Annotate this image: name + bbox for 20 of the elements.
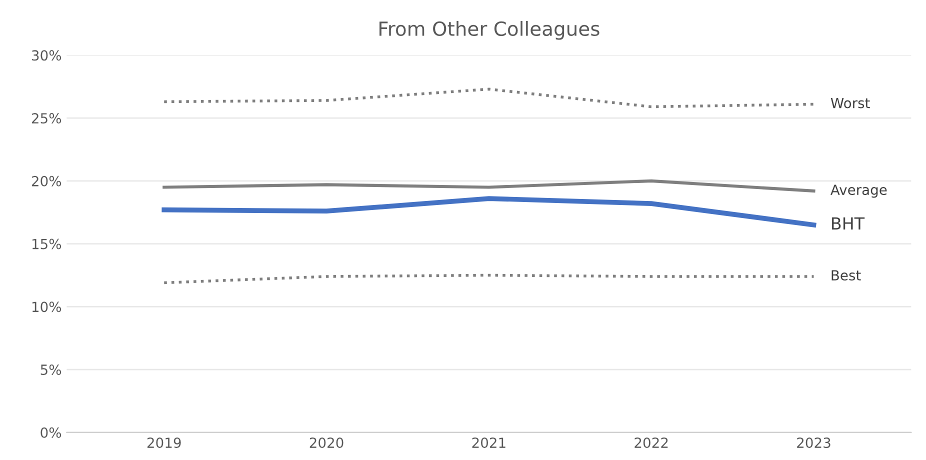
chart-title: From Other Colleagues <box>380 20 600 40</box>
series-label: Best <box>832 270 861 281</box>
line-series <box>162 196 816 228</box>
x-tick-label: 2023 <box>797 438 830 448</box>
x-tick-label: 2021 <box>472 438 506 448</box>
series-label: Average <box>830 184 887 198</box>
y-tick-label: 0% <box>40 427 62 438</box>
line-series <box>162 88 816 108</box>
series-label: Worst <box>830 98 870 108</box>
y-tick-label: 15% <box>32 238 62 250</box>
y-tick-label: 20% <box>32 176 62 186</box>
series-label: BHT <box>832 217 865 230</box>
x-tick-label: 2022 <box>634 438 668 448</box>
x-tick-label: 2020 <box>310 438 344 448</box>
y-tick-label: 5% <box>40 364 62 376</box>
y-tick-label: 25% <box>32 113 62 124</box>
y-tick-label: 30% <box>32 50 62 61</box>
y-tick-label: 10% <box>32 302 62 312</box>
line-series <box>162 179 816 193</box>
x-tick-label: 2019 <box>147 438 181 448</box>
